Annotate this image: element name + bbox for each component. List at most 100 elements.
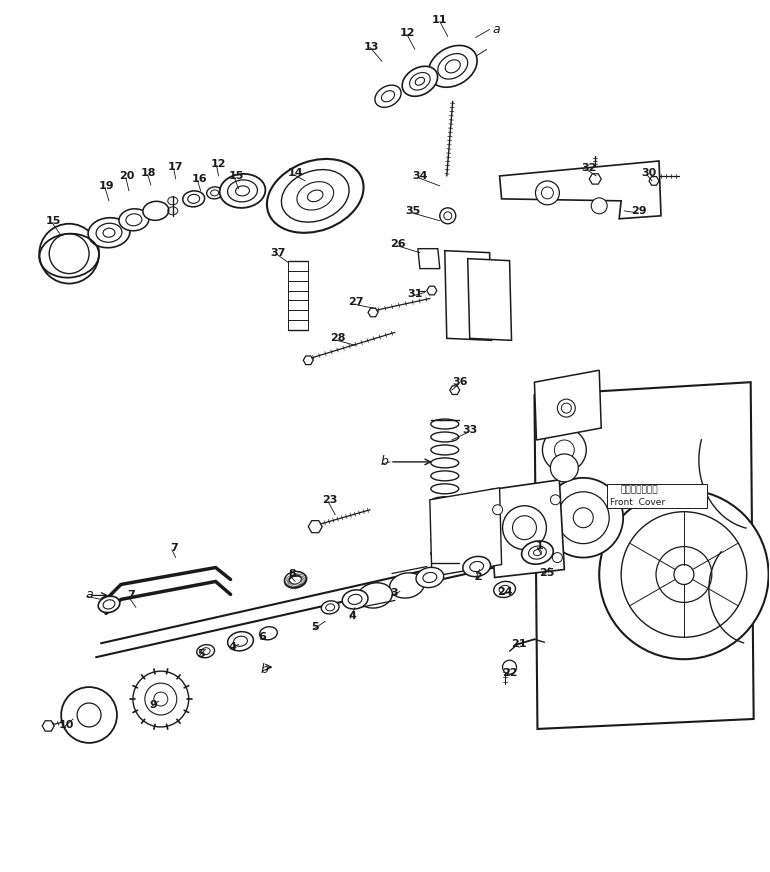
Ellipse shape <box>431 522 459 533</box>
Ellipse shape <box>402 66 437 96</box>
Text: 7: 7 <box>127 590 135 601</box>
Ellipse shape <box>228 631 253 651</box>
Text: 5: 5 <box>197 650 205 659</box>
Polygon shape <box>500 161 661 219</box>
Text: Front  Cover: Front Cover <box>610 498 665 508</box>
Text: 4: 4 <box>229 643 236 652</box>
Text: 19: 19 <box>99 181 114 191</box>
Ellipse shape <box>431 419 459 429</box>
Ellipse shape <box>390 573 424 598</box>
Ellipse shape <box>358 582 393 608</box>
Polygon shape <box>467 259 511 340</box>
Circle shape <box>535 181 559 205</box>
Ellipse shape <box>375 85 401 107</box>
Circle shape <box>542 428 586 472</box>
Ellipse shape <box>342 589 368 609</box>
Text: a: a <box>493 23 500 36</box>
Text: 8: 8 <box>289 569 296 580</box>
Text: 17: 17 <box>168 162 183 172</box>
Ellipse shape <box>143 201 169 221</box>
Circle shape <box>591 198 608 214</box>
Ellipse shape <box>88 218 130 248</box>
Circle shape <box>551 454 578 482</box>
Ellipse shape <box>431 432 459 442</box>
Text: 15: 15 <box>45 215 61 226</box>
Text: a: a <box>85 588 93 601</box>
Ellipse shape <box>431 471 459 480</box>
Ellipse shape <box>96 223 122 242</box>
Circle shape <box>39 224 99 283</box>
Circle shape <box>49 234 89 274</box>
Polygon shape <box>427 286 437 295</box>
Text: 21: 21 <box>511 639 526 650</box>
Text: 32: 32 <box>581 163 597 173</box>
Polygon shape <box>589 174 601 184</box>
Circle shape <box>557 399 575 417</box>
Ellipse shape <box>206 187 223 199</box>
Ellipse shape <box>428 45 477 87</box>
Text: 1: 1 <box>536 541 544 550</box>
Text: b: b <box>260 663 269 676</box>
Text: 3: 3 <box>390 589 398 598</box>
Text: 29: 29 <box>631 206 647 215</box>
Ellipse shape <box>494 582 515 597</box>
Ellipse shape <box>267 159 363 233</box>
Ellipse shape <box>431 497 459 507</box>
Text: 37: 37 <box>271 248 286 257</box>
Ellipse shape <box>521 541 554 564</box>
Circle shape <box>503 506 547 549</box>
Text: 24: 24 <box>497 588 512 597</box>
Text: 2: 2 <box>474 573 481 582</box>
Polygon shape <box>445 250 491 340</box>
Text: 20: 20 <box>119 171 135 181</box>
Text: 10: 10 <box>59 720 74 730</box>
Text: 35: 35 <box>405 206 420 215</box>
Circle shape <box>503 660 517 674</box>
Circle shape <box>544 478 623 557</box>
Ellipse shape <box>259 627 277 640</box>
Ellipse shape <box>99 596 120 613</box>
Circle shape <box>551 494 561 505</box>
Polygon shape <box>490 480 564 577</box>
Text: 30: 30 <box>641 168 657 178</box>
Text: 14: 14 <box>287 168 303 178</box>
Ellipse shape <box>228 180 257 202</box>
Ellipse shape <box>431 445 459 455</box>
Text: 6: 6 <box>259 632 266 643</box>
Polygon shape <box>649 177 659 185</box>
Ellipse shape <box>463 556 490 576</box>
Ellipse shape <box>410 72 430 90</box>
Ellipse shape <box>431 548 459 559</box>
Polygon shape <box>303 356 313 364</box>
Text: b: b <box>380 455 388 468</box>
Polygon shape <box>534 382 754 729</box>
Ellipse shape <box>431 484 459 494</box>
Text: 5: 5 <box>311 623 319 632</box>
Ellipse shape <box>431 510 459 520</box>
Text: 26: 26 <box>390 239 406 249</box>
Ellipse shape <box>197 644 215 657</box>
Ellipse shape <box>431 458 459 468</box>
Circle shape <box>61 687 117 743</box>
Text: 18: 18 <box>141 168 156 178</box>
Text: 12: 12 <box>400 29 416 38</box>
Polygon shape <box>450 385 460 394</box>
Polygon shape <box>430 487 501 576</box>
Circle shape <box>440 208 456 224</box>
Text: 31: 31 <box>407 289 423 298</box>
Polygon shape <box>418 249 440 269</box>
Text: 11: 11 <box>432 15 447 24</box>
Text: 23: 23 <box>323 494 338 505</box>
Circle shape <box>493 505 503 514</box>
Text: フロントカバー: フロントカバー <box>621 486 658 494</box>
Polygon shape <box>42 721 54 731</box>
Text: 28: 28 <box>330 333 346 344</box>
Text: 13: 13 <box>363 43 379 52</box>
Polygon shape <box>368 308 378 317</box>
Text: 22: 22 <box>502 668 517 678</box>
Ellipse shape <box>416 568 444 588</box>
Circle shape <box>133 671 189 727</box>
Polygon shape <box>308 521 322 533</box>
Ellipse shape <box>284 571 306 588</box>
Text: 27: 27 <box>348 297 364 308</box>
